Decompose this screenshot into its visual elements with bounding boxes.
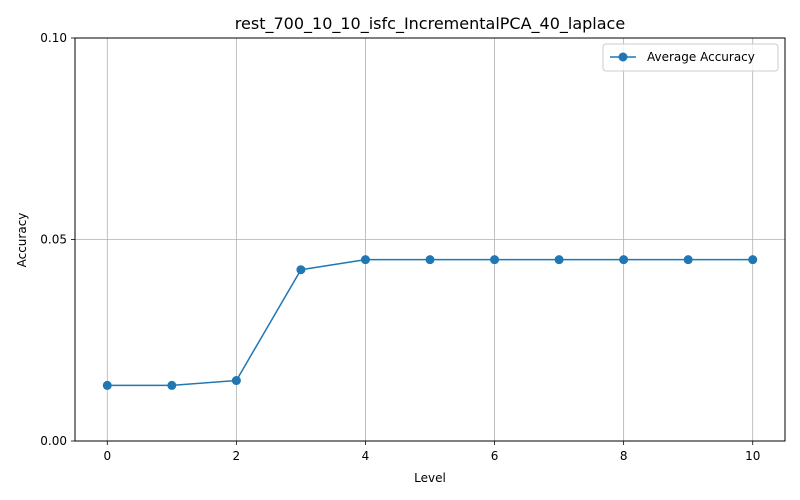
axis-ticks: 0 2 4 6 8 10 0.00 0.05 0.10: [40, 31, 760, 463]
data-point: [425, 255, 435, 265]
data-point: [231, 376, 241, 386]
data-point: [360, 255, 370, 265]
data-point: [102, 380, 112, 390]
legend-label: Average Accuracy: [647, 50, 755, 64]
x-tick-label: 6: [491, 449, 499, 463]
data-point: [554, 255, 564, 265]
x-tick-label: 8: [620, 449, 628, 463]
data-point: [490, 255, 500, 265]
data-point: [619, 255, 629, 265]
x-tick-label: 10: [745, 449, 760, 463]
data-point: [683, 255, 693, 265]
series-layer: [102, 255, 758, 390]
data-point: [748, 255, 758, 265]
y-tick-label: 0.10: [40, 31, 67, 45]
data-point: [167, 380, 177, 390]
legend: Average Accuracy: [602, 43, 779, 72]
legend-marker-swatch: [618, 52, 628, 62]
legend-box: [602, 43, 779, 72]
x-axis-label: Level: [414, 471, 446, 485]
y-tick-label: 0.05: [40, 233, 67, 247]
y-tick-label: 0.00: [40, 434, 67, 448]
chart-title: rest_700_10_10_isfc_IncrementalPCA_40_la…: [235, 14, 625, 34]
x-tick-label: 0: [103, 449, 111, 463]
y-axis-label: Accuracy: [15, 213, 29, 268]
data-point: [296, 265, 306, 275]
x-tick-label: 2: [233, 449, 241, 463]
x-tick-label: 4: [362, 449, 370, 463]
